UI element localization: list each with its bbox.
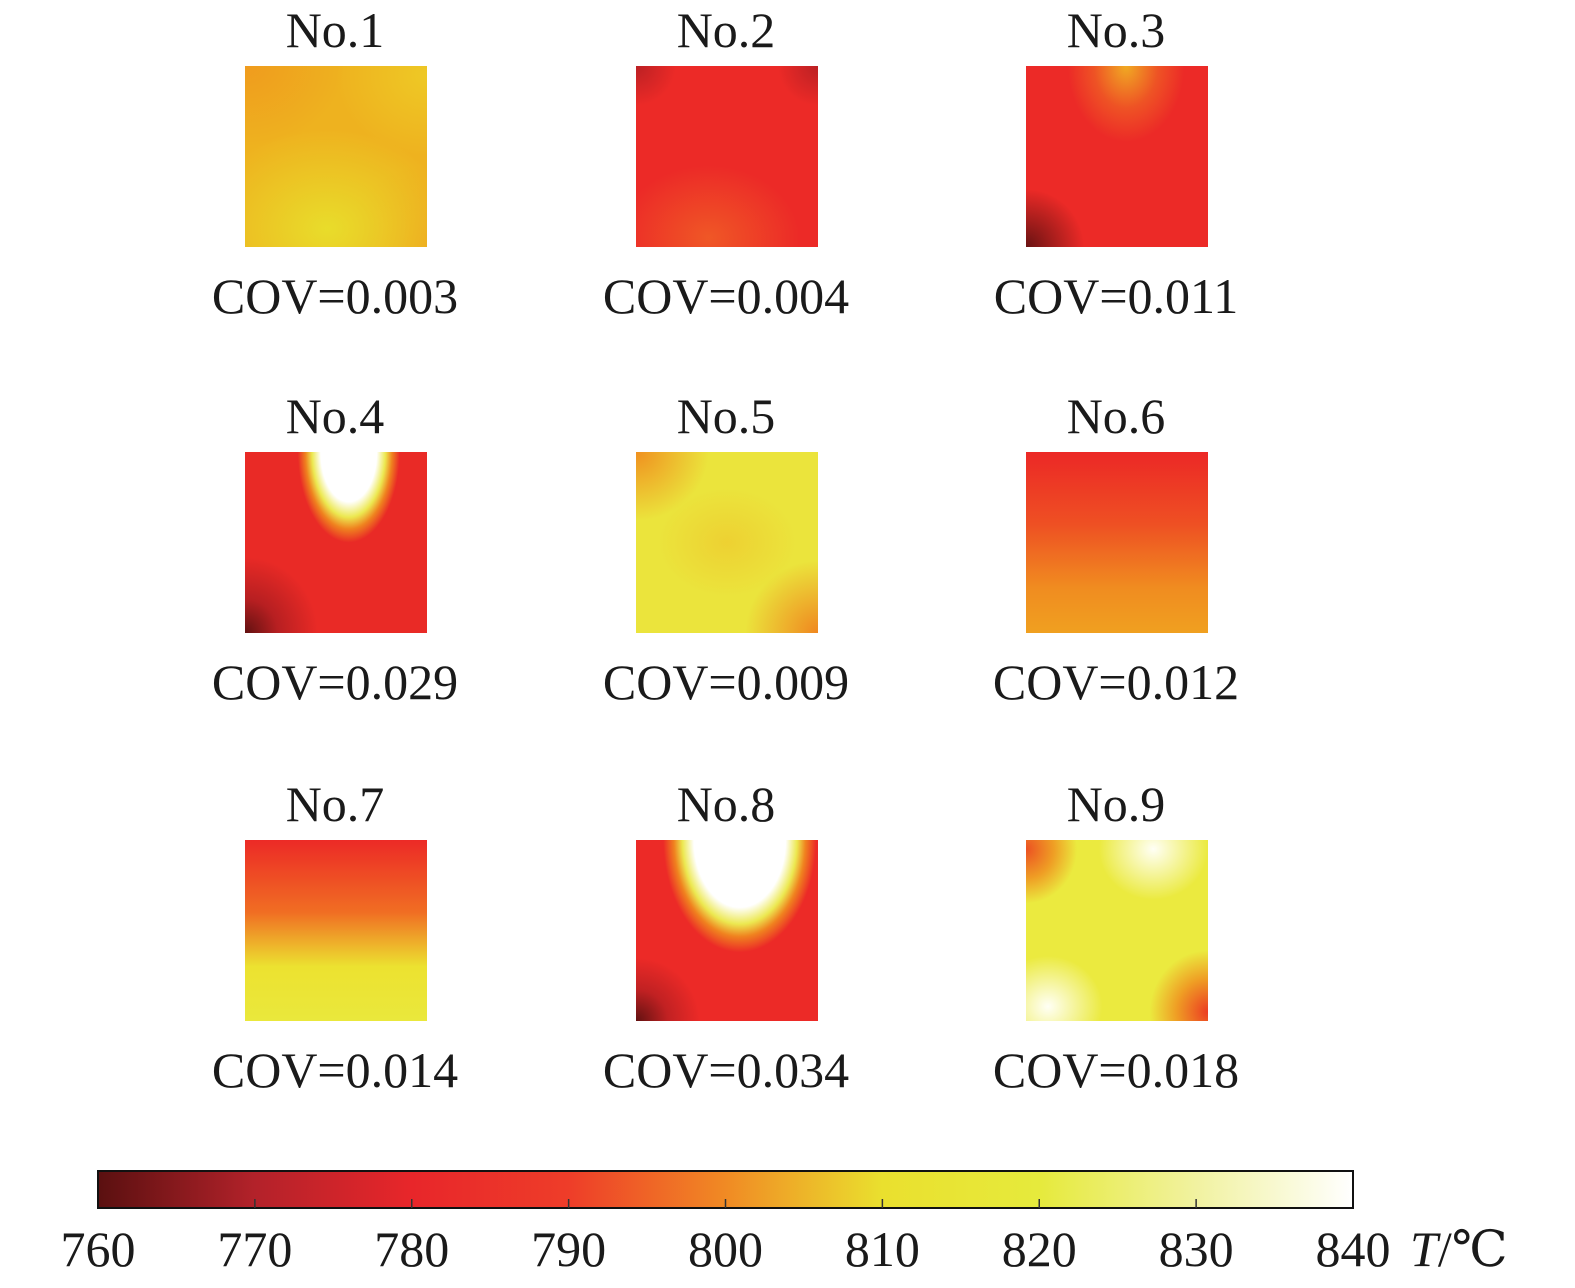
cov-label: COV=0.003	[211, 268, 459, 324]
colorbar-tick-label: 770	[217, 1221, 292, 1277]
panel-title: No.2	[676, 2, 776, 58]
panel-title: No.4	[285, 388, 385, 444]
cov-label: COV=0.004	[602, 268, 850, 324]
panel-title: No.6	[1066, 388, 1166, 444]
heatmap-cell	[245, 840, 427, 1021]
colorbar-tick-label: 780	[374, 1221, 449, 1277]
colorbar-tick-label: 820	[1002, 1221, 1077, 1277]
colorbar-tick-label: 830	[1159, 1221, 1234, 1277]
cov-label: COV=0.018	[992, 1042, 1240, 1098]
colorbar-tick-label: 800	[688, 1221, 763, 1277]
panel-title: No.3	[1066, 2, 1166, 58]
colorbar-tick-label: 790	[531, 1221, 606, 1277]
cov-label: COV=0.012	[992, 654, 1240, 710]
panel-title: No.5	[676, 388, 776, 444]
colorbar-gradient	[97, 1170, 1354, 1209]
panel-title: No.9	[1066, 776, 1166, 832]
panel-title: No.8	[676, 776, 776, 832]
cov-label: COV=0.011	[993, 268, 1239, 324]
heatmap-cell	[245, 452, 427, 633]
cov-label: COV=0.029	[211, 654, 459, 710]
cov-label: COV=0.009	[602, 654, 850, 710]
heatmap-cell	[636, 66, 818, 247]
panel-title: No.7	[285, 776, 385, 832]
heatmap-cell	[636, 452, 818, 633]
colorbar-tick-label: 760	[61, 1221, 136, 1277]
heatmap-cell	[636, 840, 818, 1021]
heatmap-cell	[1026, 840, 1208, 1021]
heatmap-cell	[245, 66, 427, 247]
cov-label: COV=0.014	[211, 1042, 459, 1098]
unit-symbol: T	[1410, 1221, 1441, 1277]
unit-suffix: /℃	[1438, 1221, 1508, 1277]
colorbar: 760 770 780 790 800 810 820 830 840 T/℃	[61, 1170, 1508, 1277]
panel-title: No.1	[285, 2, 385, 58]
colorbar-tick-label: 840	[1316, 1221, 1391, 1277]
colorbar-tick-label: 810	[845, 1221, 920, 1277]
colorbar-unit-label: T/℃	[1410, 1221, 1508, 1277]
cov-label: COV=0.034	[602, 1042, 850, 1098]
heatmap-cell	[1026, 452, 1208, 633]
heatmap-cell	[1026, 66, 1208, 247]
